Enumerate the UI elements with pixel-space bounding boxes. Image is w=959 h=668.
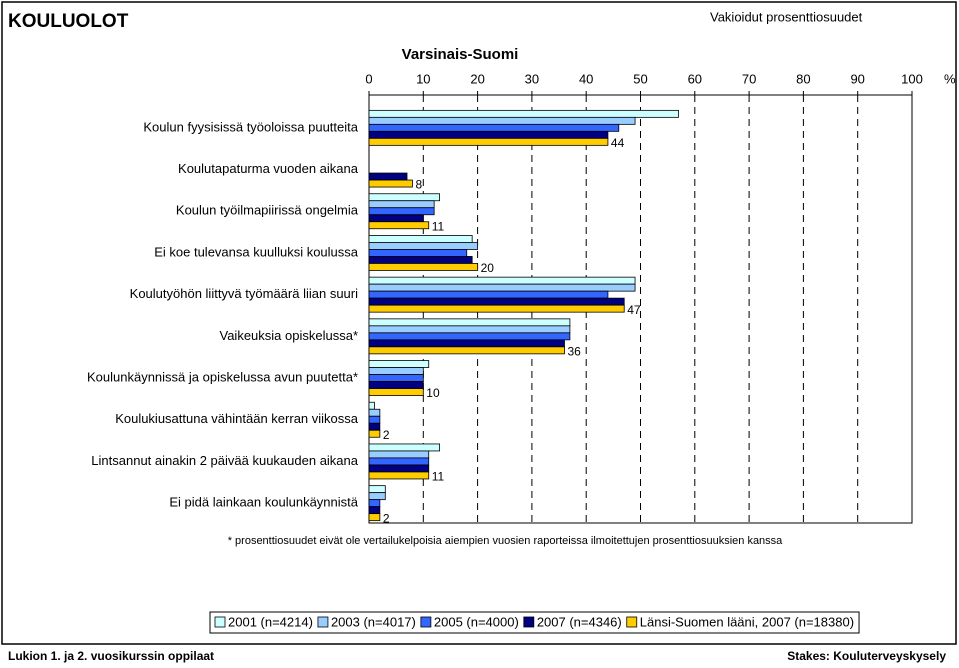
category-label: Ei pidä lainkaan koulunkäynnistä <box>169 495 358 510</box>
bar <box>368 422 381 431</box>
category-label: Lintsannut ainakin 2 päivää kuukauden ai… <box>91 453 358 468</box>
chart-title: KOULUOLOT <box>8 11 129 32</box>
bar <box>368 457 430 466</box>
frame <box>1 1 957 645</box>
legend-label: 2005 (n=4000) <box>434 614 519 629</box>
legend-label: Länsi-Suomen lääni, 2007 (n=18380) <box>640 614 854 629</box>
category-label: Koulutapaturma vuoden aikana <box>178 161 359 176</box>
data-label: 36 <box>567 345 581 359</box>
category-label: Ei koe tulevansa kuulluksi koulussa <box>154 244 359 259</box>
bar <box>368 513 381 522</box>
x-tick-label: 30 <box>525 71 539 86</box>
bar <box>368 339 565 348</box>
x-tick-label: 90 <box>850 71 864 86</box>
bar <box>368 109 679 118</box>
bar <box>368 325 571 334</box>
bar <box>368 290 609 299</box>
x-tick-label: 40 <box>579 71 593 86</box>
bar <box>368 297 625 306</box>
x-tick-label: 100 <box>901 71 923 86</box>
legend-label: 2001 (n=4214) <box>228 614 313 629</box>
data-label: 10 <box>426 386 440 400</box>
bar <box>368 235 473 243</box>
bar <box>368 464 430 473</box>
bar <box>368 485 386 494</box>
bar <box>368 360 430 368</box>
bar <box>368 374 424 382</box>
bar <box>368 401 375 410</box>
legend-box <box>209 611 860 634</box>
bar <box>368 200 435 209</box>
bar <box>368 506 381 515</box>
legend-label: 2003 (n=4017) <box>331 614 416 629</box>
x-tick-label: 50 <box>633 71 647 86</box>
bar <box>368 492 386 501</box>
bar <box>368 304 625 313</box>
bar <box>368 471 430 480</box>
category-label: Vaikeuksia opiskelussa* <box>220 328 359 343</box>
bar <box>368 179 413 188</box>
bar <box>368 123 620 132</box>
bar <box>368 367 424 375</box>
category-label: Koulunkäynnissä ja opiskelussa avun puut… <box>87 369 358 384</box>
bar <box>368 499 381 508</box>
bar <box>368 263 478 271</box>
bar <box>368 450 430 459</box>
legend-swatch <box>317 616 329 628</box>
legend-swatch <box>626 616 638 628</box>
footer-left: Lukion 1. ja 2. vuosikurssin oppilaat <box>8 649 214 663</box>
category-label: Koulun fyysisissä työoloissa puutteita <box>143 119 358 134</box>
bar <box>368 242 478 250</box>
x-tick-label: 20 <box>470 71 484 86</box>
bar <box>368 318 571 327</box>
legend-label: 2007 (n=4346) <box>537 614 622 629</box>
x-tick-label: 10 <box>416 71 430 86</box>
legend-swatch <box>523 616 535 628</box>
x-tick-label: 0 <box>365 71 372 86</box>
data-label: 8 <box>415 178 422 192</box>
bar <box>368 283 636 292</box>
bar <box>368 429 381 438</box>
bar <box>368 214 424 223</box>
bar <box>368 408 381 417</box>
bar <box>368 332 571 341</box>
bar <box>368 207 435 216</box>
x-tick-label: 70 <box>742 71 756 86</box>
bar <box>368 346 565 355</box>
bar <box>368 276 636 285</box>
data-label: 2 <box>383 511 390 525</box>
data-label: 20 <box>481 261 495 275</box>
bar <box>368 249 468 257</box>
footer-right: Stakes: Kouluterveyskysely <box>787 649 946 663</box>
legend-swatch <box>214 616 226 628</box>
bar <box>368 193 440 202</box>
data-label: 47 <box>627 303 641 317</box>
bar <box>368 415 381 424</box>
legend-swatch <box>420 616 432 628</box>
bar <box>368 256 473 264</box>
bar <box>368 443 440 452</box>
bar <box>368 388 424 396</box>
category-label: Koulun työilmapiirissä ongelmia <box>176 203 359 218</box>
bar <box>368 130 609 139</box>
note: Vakioidut prosenttiosuudet <box>710 9 863 24</box>
x-tick-label: 60 <box>688 71 702 86</box>
bar <box>368 137 609 146</box>
bar <box>368 221 430 230</box>
data-label: 44 <box>611 136 625 150</box>
bar <box>368 116 636 125</box>
data-label: 11 <box>432 470 445 484</box>
bar <box>368 381 424 389</box>
category-label: Koulukiusattuna vähintään kerran viikoss… <box>115 411 359 426</box>
x-tick-label: 80 <box>796 71 810 86</box>
footnote: * prosenttiosuudet eivät ole vertailukel… <box>228 535 783 547</box>
bar <box>368 172 408 181</box>
x-unit: % <box>944 71 956 86</box>
data-label: 2 <box>383 428 390 442</box>
data-label: 11 <box>432 219 445 233</box>
category-label: Koulutyöhön liittyvä työmäärä liian suur… <box>130 286 358 301</box>
subtitle: Varsinais-Suomi <box>402 46 519 63</box>
